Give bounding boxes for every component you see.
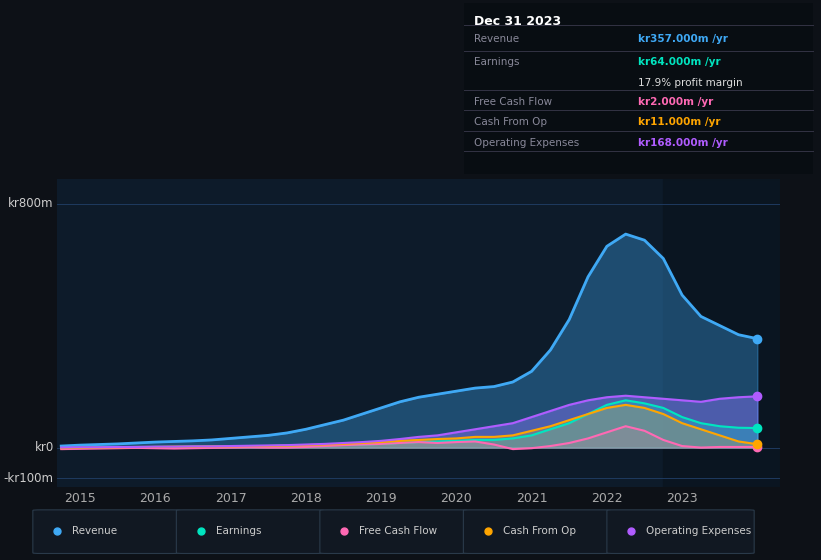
Text: Free Cash Flow: Free Cash Flow xyxy=(475,97,553,107)
FancyBboxPatch shape xyxy=(33,510,180,553)
Text: -kr100m: -kr100m xyxy=(4,472,54,484)
FancyBboxPatch shape xyxy=(463,510,611,553)
Bar xyxy=(663,179,780,487)
Text: kr168.000m /yr: kr168.000m /yr xyxy=(639,138,728,148)
Text: kr11.000m /yr: kr11.000m /yr xyxy=(639,117,721,127)
FancyBboxPatch shape xyxy=(320,510,467,553)
FancyBboxPatch shape xyxy=(177,510,323,553)
Text: kr357.000m /yr: kr357.000m /yr xyxy=(639,34,728,44)
Text: Operating Expenses: Operating Expenses xyxy=(646,526,751,535)
Text: Dec 31 2023: Dec 31 2023 xyxy=(475,15,562,28)
Text: kr2.000m /yr: kr2.000m /yr xyxy=(639,97,713,107)
Text: 17.9% profit margin: 17.9% profit margin xyxy=(639,78,743,88)
Text: Earnings: Earnings xyxy=(216,526,261,535)
Text: Revenue: Revenue xyxy=(475,34,520,44)
Text: kr0: kr0 xyxy=(34,441,54,454)
Text: Cash From Op: Cash From Op xyxy=(475,117,548,127)
FancyBboxPatch shape xyxy=(607,510,754,553)
Text: Cash From Op: Cash From Op xyxy=(502,526,576,535)
Text: Free Cash Flow: Free Cash Flow xyxy=(359,526,438,535)
Text: Revenue: Revenue xyxy=(72,526,117,535)
Text: kr800m: kr800m xyxy=(8,197,54,210)
Text: Earnings: Earnings xyxy=(475,58,520,67)
Text: Operating Expenses: Operating Expenses xyxy=(475,138,580,148)
Text: kr64.000m /yr: kr64.000m /yr xyxy=(639,58,721,67)
